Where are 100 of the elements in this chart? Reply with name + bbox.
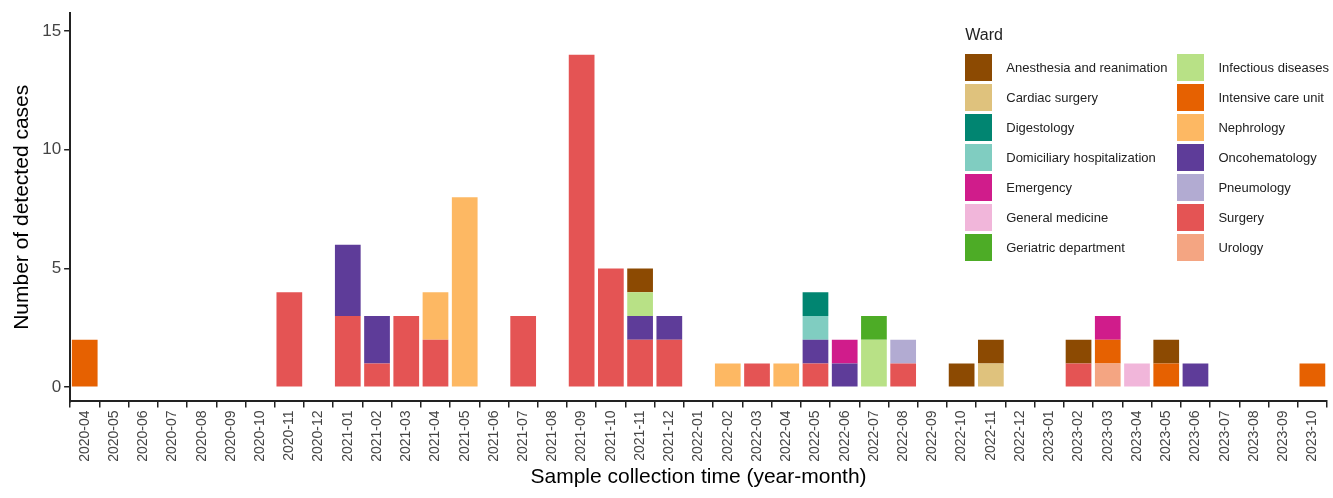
bar (334, 315, 361, 387)
bar (802, 292, 829, 316)
legend-label: Digestology (1006, 119, 1075, 135)
bar (802, 363, 829, 387)
bar (627, 292, 653, 316)
bar (568, 54, 595, 387)
bar (773, 363, 800, 387)
y-tick-label: 0 (51, 376, 62, 396)
bar (393, 315, 420, 387)
bar (656, 339, 683, 387)
bar (422, 292, 449, 340)
bar (598, 268, 624, 387)
y-tick-label: 5 (51, 258, 62, 278)
legend-label: General medicine (1006, 209, 1109, 225)
bar (71, 339, 98, 387)
x-tick-label: 2023-08 (1244, 410, 1261, 462)
x-tick-label: 2021-08 (543, 410, 560, 462)
bar (1094, 363, 1121, 387)
bar (948, 363, 975, 387)
x-tick-label: 2023-10 (1303, 410, 1320, 462)
legend-label: Domiciliary hospitalization (1006, 149, 1156, 165)
x-tick-label: 2021-02 (367, 410, 384, 462)
x-axis-title: Sample collection time (year-month) (530, 464, 867, 488)
bar (1153, 363, 1180, 387)
x-tick-label: 2020-06 (134, 410, 151, 462)
bar (510, 315, 537, 387)
legend-label: Intensive care unit (1218, 89, 1324, 105)
x-tick-label: 2022-04 (777, 410, 794, 462)
x-tick-label: 2022-06 (835, 410, 852, 462)
x-tick-label: 2021-05 (455, 410, 472, 462)
bar (1065, 339, 1092, 364)
y-tick-label: 10 (42, 139, 62, 159)
x-tick-label: 2021-07 (514, 410, 531, 462)
x-tick-label: 2022-01 (689, 410, 706, 462)
legend-title: Ward (965, 26, 1004, 44)
x-tick-label: 2020-09 (221, 410, 238, 462)
x-tick-label: 2022-08 (894, 410, 911, 462)
legend-label: Infectious diseases (1218, 59, 1329, 75)
x-tick-label: 2022-02 (718, 410, 735, 462)
legend-label: Urology (1218, 239, 1264, 255)
x-tick-label: 2022-12 (1010, 410, 1027, 462)
bar (977, 339, 1004, 364)
bar (861, 339, 887, 387)
x-tick-label: 2020-05 (104, 410, 121, 462)
x-tick-label: 2022-09 (923, 410, 940, 462)
bar (627, 339, 653, 387)
bar (334, 244, 361, 316)
x-tick-label: 2020-12 (309, 410, 326, 462)
x-tick-label: 2022-03 (747, 410, 764, 462)
x-tick-label: 2023-06 (1186, 410, 1203, 462)
x-tick-label: 2023-03 (1098, 410, 1115, 462)
bar (364, 363, 390, 387)
bar (1094, 339, 1121, 364)
x-tick-label: 2022-10 (952, 410, 969, 462)
y-tick-label: 15 (42, 20, 62, 40)
bar (1124, 363, 1150, 387)
bar (861, 315, 887, 340)
legend-label: Nephrology (1218, 119, 1285, 135)
legend-label: Oncohematology (1218, 149, 1317, 165)
bar (1094, 315, 1121, 340)
x-tick-label: 2021-12 (660, 410, 677, 462)
x-tick-label: 2020-04 (75, 410, 92, 462)
bar (831, 339, 858, 364)
x-tick-label: 2022-07 (864, 410, 881, 462)
bar (831, 363, 858, 387)
x-tick-label: 2023-01 (1040, 410, 1057, 462)
x-tick-label: 2021-10 (601, 410, 618, 462)
legend-label: Cardiac surgery (1006, 89, 1099, 105)
x-tick-label: 2023-09 (1274, 410, 1291, 462)
bar (276, 292, 303, 387)
bar (714, 363, 741, 387)
bar (627, 315, 653, 340)
bar (1299, 363, 1326, 387)
bar (1065, 363, 1092, 387)
legend-label: Geriatric department (1006, 239, 1125, 255)
bar (627, 268, 653, 293)
legend-label: Pneumology (1218, 179, 1291, 195)
x-tick-label: 2022-11 (981, 410, 998, 461)
x-tick-label: 2021-01 (338, 410, 355, 462)
x-tick-label: 2023-04 (1127, 410, 1144, 462)
bar (744, 363, 770, 387)
bar (451, 197, 478, 387)
legend-label: Anesthesia and reanimation (1006, 59, 1168, 75)
bar (1153, 339, 1180, 364)
legend-label: Surgery (1218, 209, 1264, 225)
x-tick-label: 2022-05 (806, 410, 823, 462)
bar (1182, 363, 1209, 387)
bar (802, 339, 829, 364)
x-tick-label: 2023-02 (1069, 410, 1086, 462)
x-tick-label: 2020-08 (192, 410, 209, 462)
bar (977, 363, 1004, 387)
y-axis-title: Number of detected cases (9, 84, 33, 330)
x-tick-label: 2023-05 (1157, 410, 1174, 462)
bar (364, 315, 390, 364)
x-tick-label: 2021-06 (484, 410, 501, 462)
x-tick-label: 2021-04 (426, 410, 443, 462)
x-tick-label: 2020-07 (163, 410, 180, 462)
x-tick-label: 2023-07 (1215, 410, 1232, 462)
x-tick-label: 2021-09 (572, 410, 589, 462)
x-tick-label: 2020-10 (250, 410, 267, 462)
